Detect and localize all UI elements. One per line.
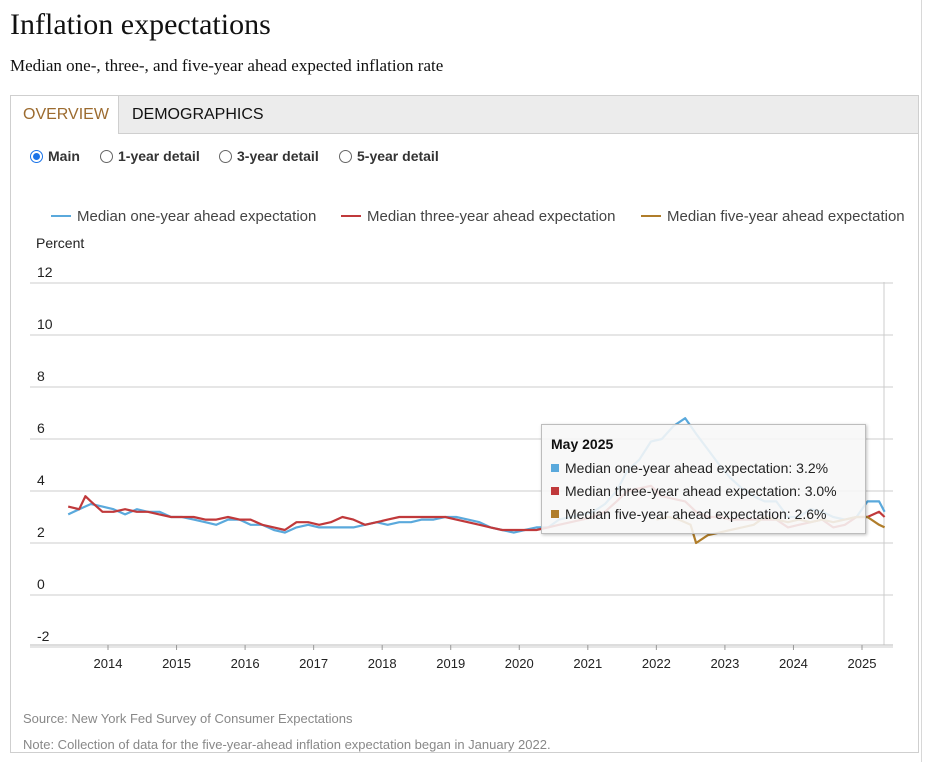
radio-unchecked-icon (219, 150, 232, 163)
x-tick-label: 2017 (299, 656, 328, 671)
source-note: Source: New York Fed Survey of Consumer … (23, 711, 353, 726)
x-tick-label: 2015 (162, 656, 191, 671)
footnote: Note: Collection of data for the five-ye… (23, 737, 551, 752)
tooltip-five-year-label: Median five-year ahead expectation: 2.6% (565, 506, 827, 522)
x-tick-label: 2018 (368, 656, 397, 671)
tooltip-one-year-swatch (551, 464, 559, 472)
tab-overview[interactable]: OVERVIEW (11, 96, 119, 134)
x-tick-label: 2025 (848, 656, 877, 671)
tooltip-one-year-label: Median one-year ahead expectation: 3.2% (565, 460, 829, 476)
x-tick-label: 2014 (94, 656, 123, 671)
y-tick-label: 0 (37, 576, 45, 592)
legend-five-year-swatch (641, 215, 661, 217)
radio-1-year-detail-label: 1-year detail (118, 148, 200, 164)
x-tick-label: 2023 (710, 656, 739, 671)
radio-unchecked-icon (339, 150, 352, 163)
page-title: Inflation expectations (10, 8, 271, 41)
y-axis-title: Percent (36, 235, 85, 251)
x-tick-label: 2020 (505, 656, 534, 671)
x-tick-label: 2021 (573, 656, 602, 671)
legend-three-year-swatch (341, 215, 361, 217)
legend-three-year-label: Median three-year ahead expectation (367, 208, 616, 225)
legend-five-year[interactable]: Median five-year ahead expectation (641, 208, 905, 225)
x-tick-label: 2016 (231, 656, 260, 671)
y-tick-label: 12 (37, 264, 53, 280)
legend-three-year[interactable]: Median three-year ahead expectation (341, 208, 616, 225)
legend-one-year[interactable]: Median one-year ahead expectation (51, 208, 316, 225)
radio-unchecked-icon (100, 150, 113, 163)
x-tick-label: 2019 (436, 656, 465, 671)
tooltip-row-three-year: Median three-year ahead expectation: 3.0… (551, 483, 837, 499)
y-tick-label: 8 (37, 368, 45, 384)
radio-3-year-detail[interactable]: 3-year detail (219, 148, 319, 164)
tooltip-title: May 2025 (551, 436, 614, 452)
tooltip-row-one-year: Median one-year ahead expectation: 3.2% (551, 460, 828, 476)
chart-panel: OVERVIEW DEMOGRAPHICS Main 1-year detail… (10, 95, 919, 753)
radio-checked-icon (30, 150, 43, 163)
tooltip-three-year-label: Median three-year ahead expectation: 3.0… (565, 483, 837, 499)
radio-3-year-detail-label: 3-year detail (237, 148, 319, 164)
tooltip-three-year-swatch (551, 487, 559, 495)
radio-5-year-detail-label: 5-year detail (357, 148, 439, 164)
y-tick-label: 2 (37, 524, 45, 540)
tab-bar: OVERVIEW DEMOGRAPHICS (11, 96, 918, 134)
y-tick-label: 10 (37, 316, 53, 332)
chart-tooltip: May 2025 Median one-year ahead expectati… (541, 424, 866, 534)
x-tick-label: 2022 (642, 656, 671, 671)
legend-one-year-swatch (51, 215, 71, 217)
legend-one-year-label: Median one-year ahead expectation (77, 208, 317, 225)
y-tick-label: -2 (37, 628, 50, 644)
tooltip-five-year-swatch (551, 510, 559, 518)
page-subtitle: Median one-, three-, and five-year ahead… (10, 56, 444, 75)
page-right-border (921, 0, 922, 762)
radio-5-year-detail[interactable]: 5-year detail (339, 148, 439, 164)
radio-1-year-detail[interactable]: 1-year detail (100, 148, 200, 164)
y-tick-label: 6 (37, 420, 45, 436)
y-tick-label: 4 (37, 472, 45, 488)
x-tick-label: 2024 (779, 656, 808, 671)
radio-main-label: Main (48, 148, 80, 164)
tooltip-row-five-year: Median five-year ahead expectation: 2.6% (551, 506, 827, 522)
radio-main[interactable]: Main (30, 148, 80, 164)
tab-demographics[interactable]: DEMOGRAPHICS (132, 106, 264, 123)
legend-five-year-label: Median five-year ahead expectation (667, 208, 905, 225)
